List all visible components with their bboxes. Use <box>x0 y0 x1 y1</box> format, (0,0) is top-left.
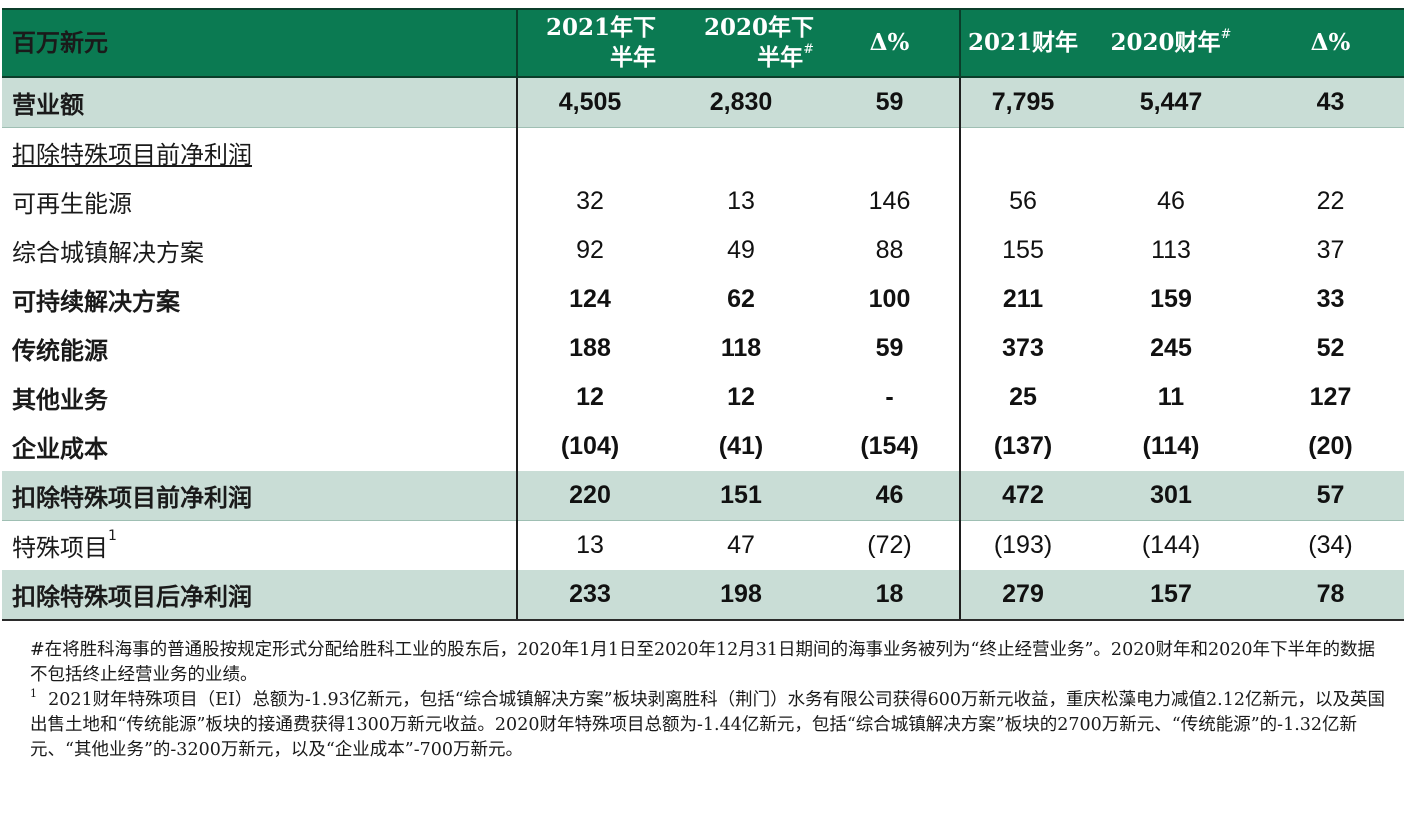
cell: (144) <box>1141 531 1201 559</box>
header-2021-h2: 2021年下 半年 <box>517 8 662 78</box>
header-label: 百万新元 <box>2 8 518 78</box>
cell: 159 <box>1150 285 1192 313</box>
cell: 56 <box>1009 187 1037 215</box>
cell: (154) <box>820 422 961 471</box>
row-label: 扣除特殊项目前净利润 <box>2 471 518 521</box>
cell: 2,830 <box>662 77 820 128</box>
row-label: 可再生能源 <box>2 177 518 226</box>
cell: (137) <box>993 432 1053 460</box>
footnotes: #在将胜科海事的普通股按规定形式分配给胜科工业的股东后，2020年1月1日至20… <box>30 638 1392 763</box>
header-delta-h2: Δ% <box>820 8 961 78</box>
cell: 92 <box>576 236 604 264</box>
cell: 151 <box>662 471 820 521</box>
cell: 25 <box>1009 383 1037 411</box>
cell: 22 <box>1316 187 1345 215</box>
row-label: 其他业务 <box>2 373 518 422</box>
row-label: 营业额 <box>2 77 518 128</box>
table-row: 扣除特殊项目前净利润 <box>2 127 1404 177</box>
cell: 118 <box>720 334 762 362</box>
cell: 127 <box>1309 383 1352 411</box>
header-delta-fy: Δ% <box>1257 8 1404 78</box>
financial-table: 百万新元 2021年下 半年 2020年下 半年# Δ% 2021财年 2020财年… <box>2 8 1404 621</box>
header-fy2020: 2020财年# <box>1085 8 1257 78</box>
cell: 33 <box>1316 285 1345 313</box>
cell: 18 <box>820 570 961 621</box>
cell: 32 <box>576 187 604 215</box>
section-heading: 扣除特殊项目前净利润 <box>2 127 518 177</box>
cell: 88 <box>820 226 961 275</box>
cell: 49 <box>727 236 755 264</box>
cell: 157 <box>1085 570 1257 621</box>
table-row: 其他业务 12 12 - 25 11 127 <box>2 373 1404 422</box>
cell: 37 <box>1316 236 1345 264</box>
cell: 46 <box>820 471 961 521</box>
row-label: 综合城镇解决方案 <box>2 226 518 275</box>
table-row: 扣除特殊项目前净利润 220 151 46 472 301 57 <box>2 471 1404 521</box>
cell: 52 <box>1316 334 1345 362</box>
cell: 7,795 <box>960 77 1085 128</box>
cell: 373 <box>1002 334 1044 362</box>
cell: (34) <box>1308 531 1353 559</box>
cell: (72) <box>820 520 961 570</box>
cell: (104) <box>560 432 620 460</box>
footnote-1: 1 2021财年特殊项目（EI）总额为-1.93亿新元，包括“综合城镇解决方案”… <box>30 687 1385 761</box>
cell: 245 <box>1150 334 1192 362</box>
cell: 43 <box>1257 77 1404 128</box>
cell: (114) <box>1142 432 1200 460</box>
cell: 11 <box>1157 383 1185 411</box>
table-row: 特殊项目1 13 47 (72) (193) (144) (34) <box>2 520 1404 570</box>
cell: 4,505 <box>517 77 662 128</box>
header-2020-h2: 2020年下 半年# <box>662 8 820 78</box>
cell: 113 <box>1151 236 1191 264</box>
cell: 57 <box>1257 471 1404 521</box>
cell: 13 <box>576 531 604 559</box>
cell: 78 <box>1257 570 1404 621</box>
cell: 12 <box>576 383 604 411</box>
table-row: 扣除特殊项目后净利润 233 198 18 279 157 78 <box>2 570 1404 621</box>
cell: 198 <box>662 570 820 621</box>
cell: 59 <box>820 324 961 373</box>
cell: 146 <box>820 177 961 226</box>
cell: (193) <box>993 531 1053 559</box>
cell: (41) <box>718 432 764 460</box>
cell: 12 <box>727 383 755 411</box>
cell: 62 <box>727 285 755 313</box>
table-row: 综合城镇解决方案 92 49 88 155 113 37 <box>2 226 1404 275</box>
cell: 5,447 <box>1085 77 1257 128</box>
header-fy2021: 2021财年 <box>960 8 1085 78</box>
table-row: 可持续解决方案 124 62 100 211 159 33 <box>2 275 1404 324</box>
row-label: 传统能源 <box>2 324 518 373</box>
table-header-row: 百万新元 2021年下 半年 2020年下 半年# Δ% 2021财年 2020财年… <box>2 8 1404 78</box>
cell: 301 <box>1085 471 1257 521</box>
hash-note: #在将胜科海事的普通股按规定形式分配给胜科工业的股东后，2020年1月1日至20… <box>30 640 1376 685</box>
table-row: 营业额 4,505 2,830 59 7,795 5,447 43 <box>2 77 1404 128</box>
cell: 47 <box>727 531 755 559</box>
cell: 59 <box>820 77 961 128</box>
cell: 211 <box>1002 285 1044 313</box>
row-label: 特殊项目1 <box>2 520 518 570</box>
cell: 279 <box>960 570 1085 621</box>
cell: 100 <box>820 275 961 324</box>
row-label: 扣除特殊项目后净利润 <box>2 570 518 621</box>
cell: (20) <box>1308 432 1353 460</box>
cell: 233 <box>517 570 662 621</box>
cell: 124 <box>569 285 611 313</box>
cell: 188 <box>569 334 611 362</box>
table-row: 传统能源 188 118 59 373 245 52 <box>2 324 1404 373</box>
cell: 155 <box>1002 236 1044 264</box>
cell: 13 <box>727 187 755 215</box>
row-label: 可持续解决方案 <box>2 275 518 324</box>
row-label: 企业成本 <box>2 422 518 471</box>
cell: - <box>820 373 961 422</box>
table-row: 企业成本 (104) (41) (154) (137) (114) (20) <box>2 422 1404 471</box>
cell: 472 <box>960 471 1085 521</box>
cell: 220 <box>517 471 662 521</box>
cell: 46 <box>1157 187 1185 215</box>
table-row: 可再生能源 32 13 146 56 46 22 <box>2 177 1404 226</box>
